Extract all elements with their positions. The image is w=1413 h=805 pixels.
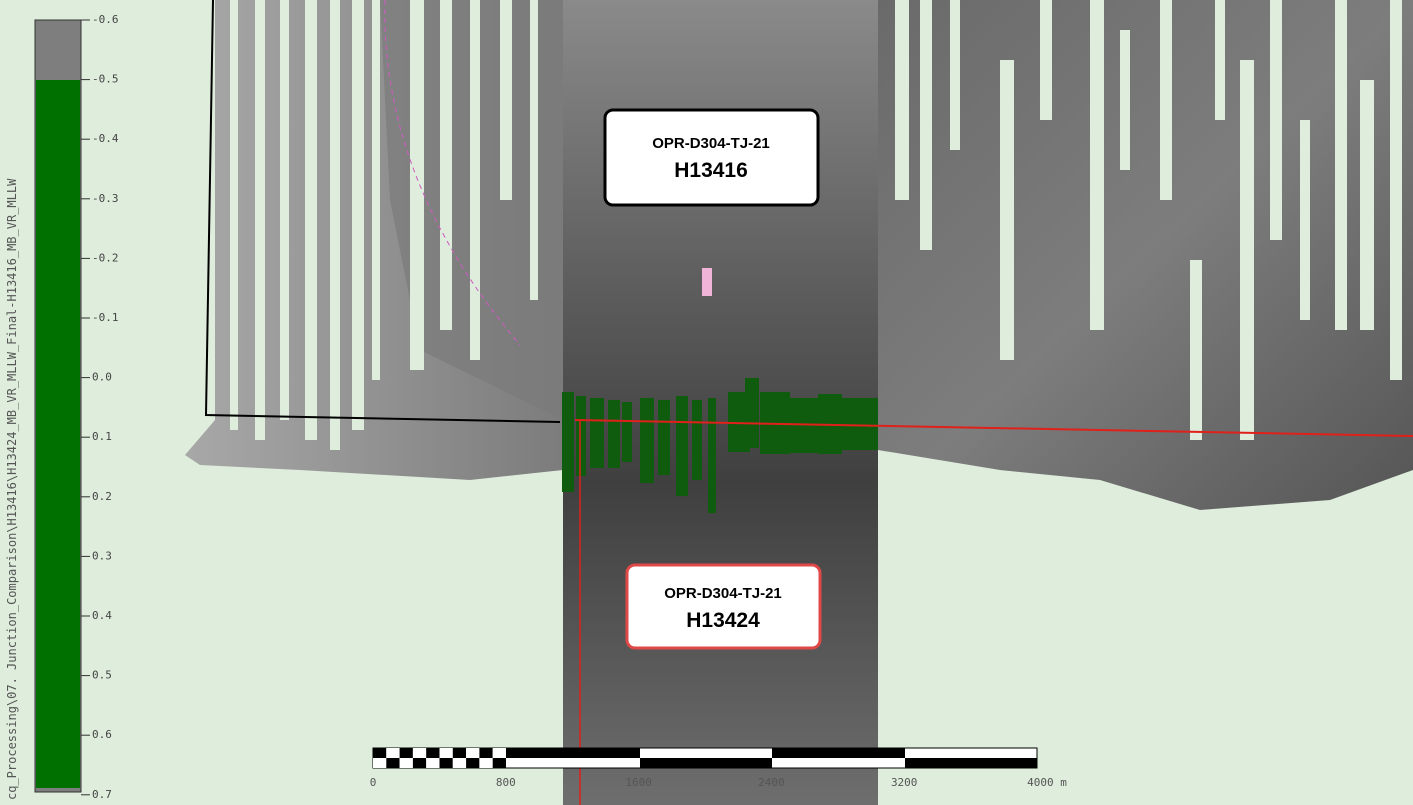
gap: [440, 0, 452, 330]
scale-seg: [905, 758, 1037, 768]
colorbar-tick-label: -0.3: [92, 192, 119, 205]
difference-block: [576, 396, 586, 476]
colorbar-tick-label: 0.6: [92, 728, 112, 741]
scale-check: [466, 758, 479, 768]
colorbar-tick-label: 0.2: [92, 490, 112, 503]
gap: [1270, 0, 1282, 240]
label-project: OPR-D304-TJ-21: [652, 135, 770, 152]
gap: [1000, 60, 1014, 360]
scale-check: [413, 758, 426, 768]
gap: [950, 0, 960, 150]
scale-label: 3200: [891, 776, 918, 789]
difference-block: [608, 400, 620, 468]
colorbar-tick-label: 0.0: [92, 371, 112, 384]
colorbar-ticks: -0.6 -0.5 -0.4 -0.3 -0.2 -0.1 0.0 0.1 0.2 0.3 0.4 0…: [81, 13, 119, 801]
scale-check: [413, 748, 426, 758]
page: {"colorbar": {"ticks": ["-0.6", "-0.5", …: [0, 0, 1413, 805]
gap: [1215, 0, 1225, 120]
scale-check: [373, 748, 386, 758]
map-view: OPR-D304-TJ-21 H13416 OPR-D304-TJ-21 H13…: [0, 0, 1413, 805]
colorbar-tick-label: -0.4: [92, 132, 119, 145]
gap: [1040, 0, 1052, 120]
label-box: [627, 565, 820, 648]
scale-check: [426, 748, 439, 758]
difference-block: [622, 402, 632, 462]
gap: [255, 0, 265, 440]
colorbar-tick-label: 0.7: [92, 788, 112, 801]
scale-label: 0: [370, 776, 377, 789]
gap: [895, 0, 909, 200]
scale-check: [479, 748, 492, 758]
scale-check: [453, 758, 466, 768]
gap: [1190, 260, 1202, 440]
scale-seg: [506, 748, 640, 758]
difference-block: [708, 398, 716, 513]
difference-block: [676, 396, 688, 496]
difference-block: [842, 398, 878, 450]
gap: [1300, 120, 1310, 320]
colorbar-green: [36, 80, 80, 788]
scale-check: [373, 758, 386, 768]
colorbar-tick-label: -0.6: [92, 13, 119, 26]
scale-label: 800: [496, 776, 516, 789]
gap: [1240, 60, 1254, 440]
gap: [500, 0, 512, 200]
scale-label: 1600: [625, 776, 652, 789]
colorbar-tick-label: -0.1: [92, 311, 119, 324]
scale-seg: [772, 748, 905, 758]
label-sheet: H13424: [686, 609, 760, 632]
scale-label: 4000 m: [1027, 776, 1067, 789]
difference-block: [692, 400, 702, 480]
gap: [410, 0, 424, 370]
gap: [1120, 30, 1130, 170]
scale-check: [400, 748, 413, 758]
gap: [230, 0, 238, 430]
scale-check: [440, 748, 453, 758]
gap: [1160, 0, 1172, 200]
file-path: cq_Processing\07. Junction_Comparison\H1…: [5, 178, 19, 800]
colorbar-tick-label: -0.5: [92, 73, 119, 86]
scale-seg: [640, 758, 772, 768]
gap: [280, 0, 289, 420]
scale-check: [493, 758, 506, 768]
scale-check: [400, 758, 413, 768]
difference-block: [562, 392, 574, 492]
gap: [352, 0, 364, 430]
gap: [305, 0, 317, 440]
label-project: OPR-D304-TJ-21: [664, 585, 782, 602]
scale-check: [386, 758, 399, 768]
difference-block: [640, 398, 654, 483]
colorbar-tick-label: 0.3: [92, 549, 112, 562]
pink-patch: [702, 268, 712, 296]
gap: [372, 0, 380, 380]
scale-check: [453, 748, 466, 758]
gap: [530, 0, 538, 300]
gap: [1335, 0, 1347, 330]
scale-check: [386, 748, 399, 758]
difference-block: [658, 400, 670, 475]
gap: [330, 0, 340, 450]
gap: [1360, 80, 1374, 330]
scale-check: [493, 748, 506, 758]
difference-block: [590, 398, 604, 468]
scale-check: [440, 758, 453, 768]
label-box: [605, 110, 818, 205]
scale-check: [426, 758, 439, 768]
difference-block: [745, 378, 759, 448]
colorbar-tick-label: -0.2: [92, 251, 119, 264]
scale-check: [466, 748, 479, 758]
colorbar-tick-label: 0.5: [92, 669, 112, 682]
label-sheet: H13416: [674, 159, 748, 182]
colorbar-tick-label: 0.4: [92, 609, 112, 622]
gap: [1090, 0, 1104, 330]
gap: [920, 0, 932, 250]
gap: [470, 0, 480, 360]
colorbar-tick-label: 0.1: [92, 430, 112, 443]
gap: [1390, 0, 1402, 380]
scale-label: 2400: [758, 776, 785, 789]
scale-check: [479, 758, 492, 768]
colorbar: [35, 20, 81, 792]
